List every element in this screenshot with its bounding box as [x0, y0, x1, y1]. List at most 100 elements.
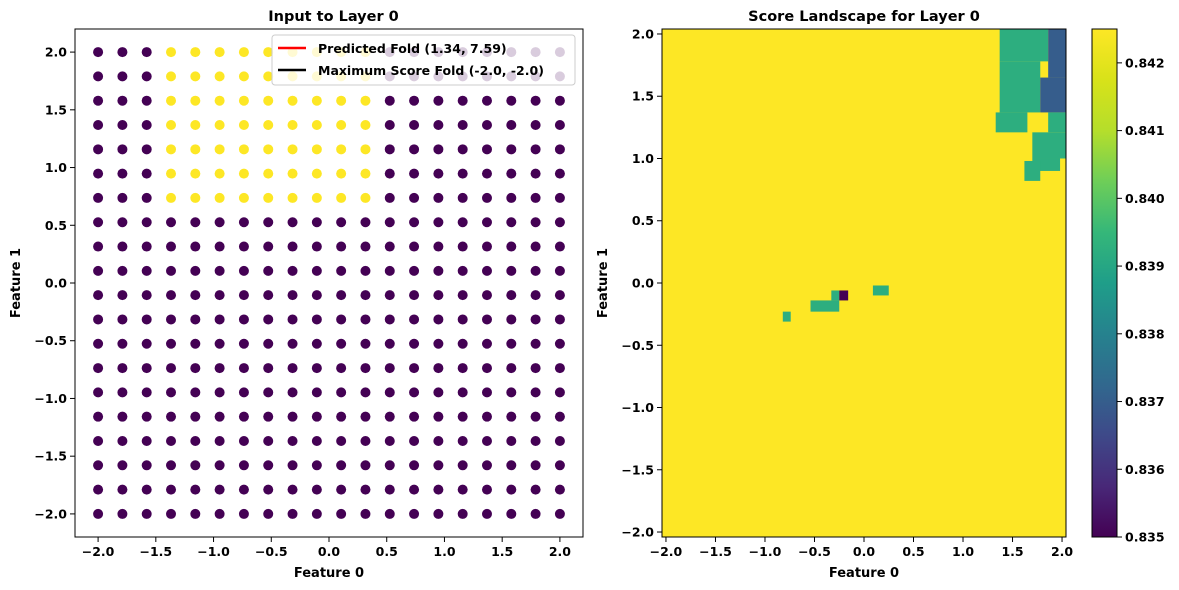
scatter-point: [214, 411, 225, 422]
scatter-point: [481, 241, 492, 252]
heatmap-cell: [839, 290, 849, 301]
scatter-points: [93, 47, 565, 519]
scatter-point: [481, 363, 492, 374]
scatter-point: [554, 192, 565, 203]
scatter-point: [360, 338, 371, 349]
scatter-point: [384, 168, 395, 179]
scatter-point: [433, 338, 444, 349]
y-tick-label: 2.0: [632, 26, 654, 41]
scatter-point: [238, 168, 249, 179]
scatter-point: [287, 435, 298, 446]
scatter-point: [93, 144, 104, 155]
scatter-point: [506, 265, 517, 276]
scatter-point: [409, 435, 420, 446]
scatter-point: [166, 338, 177, 349]
scatter-point: [117, 363, 128, 374]
scatter-point: [360, 363, 371, 374]
heatmap-x-axis-label: Feature 0: [829, 566, 899, 581]
heatmap-cell: [831, 290, 840, 301]
scatter-point: [93, 95, 104, 106]
scatter-point: [433, 168, 444, 179]
scatter-point: [214, 71, 225, 82]
scatter-point: [190, 71, 201, 82]
scatter-point: [214, 387, 225, 398]
scatter-point: [166, 265, 177, 276]
scatter-point: [433, 290, 444, 301]
heatmap-cell: [782, 311, 791, 322]
y-tick-label: 0.0: [45, 276, 67, 291]
scatter-point: [141, 435, 152, 446]
scatter-point: [506, 484, 517, 495]
scatter-point: [238, 95, 249, 106]
scatter-point: [384, 435, 395, 446]
y-tick-label: −1.0: [621, 400, 654, 415]
scatter-point: [481, 217, 492, 228]
scatter-point: [166, 435, 177, 446]
scatter-point: [409, 387, 420, 398]
scatter-point: [214, 363, 225, 374]
scatter-point: [141, 411, 152, 422]
y-tick-label: −0.5: [34, 333, 67, 348]
scatter-point: [457, 435, 468, 446]
scatter-point: [554, 265, 565, 276]
scatter-point: [554, 460, 565, 471]
scatter-point: [287, 363, 298, 374]
scatter-point: [554, 508, 565, 519]
scatter-point: [93, 484, 104, 495]
scatter-point: [117, 290, 128, 301]
scatter-point: [141, 47, 152, 58]
scatter-point: [457, 484, 468, 495]
scatter-point: [409, 484, 420, 495]
scatter-point: [117, 217, 128, 228]
colorbar-tick-label: 0.837: [1125, 394, 1165, 409]
scatter-point: [263, 144, 274, 155]
scatter-point: [457, 192, 468, 203]
scatter-point: [360, 435, 371, 446]
scatter-point: [409, 217, 420, 228]
y-tick-label: 0.0: [632, 276, 654, 291]
scatter-point: [214, 290, 225, 301]
x-tick-label: 1.5: [1001, 544, 1023, 559]
x-tick-label: 1.0: [952, 544, 974, 559]
scatter-point: [336, 435, 347, 446]
scatter-point: [409, 314, 420, 325]
scatter-point: [530, 168, 541, 179]
scatter-point: [311, 144, 322, 155]
scatter-point: [554, 387, 565, 398]
scatter-point: [530, 387, 541, 398]
scatter-point: [360, 168, 371, 179]
y-tick-label: 1.5: [45, 102, 67, 117]
scatter-point: [384, 460, 395, 471]
scatter-point: [117, 314, 128, 325]
scatter-point: [166, 363, 177, 374]
scatter-point: [287, 168, 298, 179]
scatter-point: [238, 387, 249, 398]
scatter-point: [311, 460, 322, 471]
scatter-point: [263, 460, 274, 471]
scatter-point: [506, 338, 517, 349]
scatter-point: [263, 484, 274, 495]
scatter-point: [141, 144, 152, 155]
scatter-point: [190, 314, 201, 325]
scatter-point: [433, 192, 444, 203]
heatmap-y-axis-label: Feature 1: [596, 248, 611, 318]
scatter-point: [141, 265, 152, 276]
legend-box: [271, 34, 576, 86]
scatter-point: [141, 95, 152, 106]
scatter-point: [360, 484, 371, 495]
scatter-point: [554, 168, 565, 179]
scatter-point: [336, 363, 347, 374]
scatter-point: [141, 290, 152, 301]
scatter-point: [141, 168, 152, 179]
scatter-point: [481, 290, 492, 301]
scatter-point: [287, 290, 298, 301]
y-tick-label: 1.0: [45, 160, 67, 175]
scatter-point: [457, 411, 468, 422]
colorbar-tick-label: 0.836: [1125, 462, 1165, 477]
scatter-axes-frame: [74, 28, 584, 538]
x-tick-label: 1.5: [491, 544, 513, 559]
scatter-point: [384, 290, 395, 301]
colorbar-ticks: 0.835 0.836 0.837 0.838 0.839 0.840 0.841 0.842: [1117, 55, 1165, 545]
scatter-point: [481, 265, 492, 276]
scatter-point: [433, 411, 444, 422]
